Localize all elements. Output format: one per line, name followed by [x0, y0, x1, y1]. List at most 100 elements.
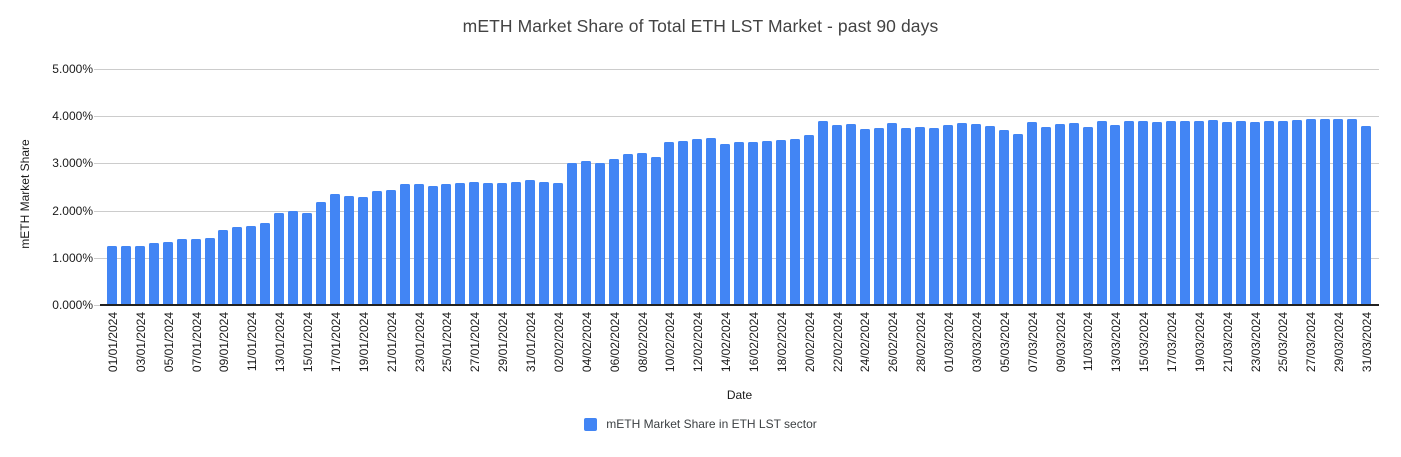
bar[interactable] [957, 122, 968, 305]
x-tick-label: 02/02/2024 [551, 312, 566, 373]
bar[interactable] [316, 201, 327, 305]
bar[interactable] [1249, 122, 1260, 305]
bar[interactable] [789, 138, 800, 305]
bar[interactable] [594, 163, 605, 305]
bar[interactable] [120, 245, 131, 305]
bar-band [1039, 69, 1053, 305]
bar[interactable] [887, 123, 898, 305]
bar[interactable] [218, 229, 229, 305]
bar[interactable] [762, 140, 773, 305]
bar[interactable] [1096, 121, 1107, 305]
bar[interactable] [748, 141, 759, 305]
bar[interactable] [1124, 120, 1135, 305]
bar[interactable] [288, 211, 299, 305]
bar[interactable] [1012, 134, 1023, 305]
bar[interactable] [720, 144, 731, 305]
bar[interactable] [566, 163, 577, 305]
bar[interactable] [1319, 119, 1330, 305]
bar[interactable] [357, 196, 368, 305]
bar[interactable] [1235, 120, 1246, 305]
bar[interactable] [343, 196, 354, 305]
bar[interactable] [1068, 123, 1079, 305]
bar[interactable] [859, 128, 870, 305]
bar[interactable] [817, 121, 828, 305]
bar-band [732, 69, 746, 305]
bar[interactable] [483, 183, 494, 305]
bar[interactable] [246, 225, 257, 305]
bar[interactable] [1347, 118, 1358, 305]
bar[interactable] [260, 222, 271, 305]
bar[interactable] [1333, 119, 1344, 305]
bar-band [1122, 69, 1136, 305]
bar[interactable] [608, 158, 619, 305]
bar[interactable] [1361, 125, 1372, 305]
bar[interactable] [204, 238, 215, 305]
bar[interactable] [371, 190, 382, 305]
bar[interactable] [929, 128, 940, 305]
bar[interactable] [1305, 118, 1316, 305]
bar[interactable] [1152, 122, 1163, 305]
bar[interactable] [441, 183, 452, 305]
bar[interactable] [845, 124, 856, 305]
bar[interactable] [1026, 122, 1037, 305]
bar[interactable] [148, 243, 159, 305]
bar[interactable] [943, 125, 954, 305]
bar[interactable] [1040, 126, 1051, 305]
bar[interactable] [1263, 121, 1274, 305]
bar[interactable] [1291, 120, 1302, 305]
bar[interactable] [971, 123, 982, 305]
bar[interactable] [511, 182, 522, 305]
bar[interactable] [692, 139, 703, 305]
bar[interactable] [176, 239, 187, 305]
bar[interactable] [915, 127, 926, 305]
bar[interactable] [106, 245, 117, 305]
bar[interactable] [329, 193, 340, 305]
bar[interactable] [469, 182, 480, 305]
bar[interactable] [134, 245, 145, 305]
x-tick-label: 19/03/2024 [1192, 312, 1207, 373]
bar[interactable] [427, 185, 438, 305]
gridline [94, 116, 1379, 118]
bar[interactable] [1110, 124, 1121, 305]
bar[interactable] [650, 156, 661, 305]
bar[interactable] [622, 153, 633, 305]
bar[interactable] [831, 125, 842, 305]
bar[interactable] [1138, 121, 1149, 305]
bar[interactable] [873, 128, 884, 305]
bar[interactable] [190, 239, 201, 305]
bar[interactable] [803, 135, 814, 305]
bar[interactable] [1166, 121, 1177, 305]
bar-band [203, 69, 217, 305]
bar[interactable] [302, 212, 313, 305]
bar[interactable] [985, 126, 996, 305]
bar[interactable] [162, 242, 173, 305]
bar[interactable] [1221, 122, 1232, 305]
bar[interactable] [497, 182, 508, 305]
bar[interactable] [1194, 121, 1205, 305]
bar[interactable] [1054, 123, 1065, 305]
bar[interactable] [580, 161, 591, 305]
bar[interactable] [539, 181, 550, 305]
bar[interactable] [525, 179, 536, 305]
bar[interactable] [1208, 120, 1219, 305]
bar[interactable] [636, 153, 647, 305]
bar[interactable] [734, 141, 745, 305]
x-tick-label: 07/01/2024 [189, 312, 204, 373]
bar[interactable] [1277, 121, 1288, 305]
bar[interactable] [385, 190, 396, 305]
bar[interactable] [775, 139, 786, 305]
bar[interactable] [274, 212, 285, 305]
bar[interactable] [678, 141, 689, 305]
bar[interactable] [1180, 121, 1191, 305]
bar[interactable] [664, 142, 675, 305]
bar-band [1318, 69, 1332, 305]
bar[interactable] [706, 138, 717, 305]
bar[interactable] [455, 183, 466, 305]
bar[interactable] [1082, 127, 1093, 305]
bar[interactable] [552, 182, 563, 305]
bar[interactable] [232, 226, 243, 305]
bar[interactable] [413, 183, 424, 305]
bar[interactable] [998, 130, 1009, 305]
bar[interactable] [399, 183, 410, 305]
bar[interactable] [901, 127, 912, 305]
